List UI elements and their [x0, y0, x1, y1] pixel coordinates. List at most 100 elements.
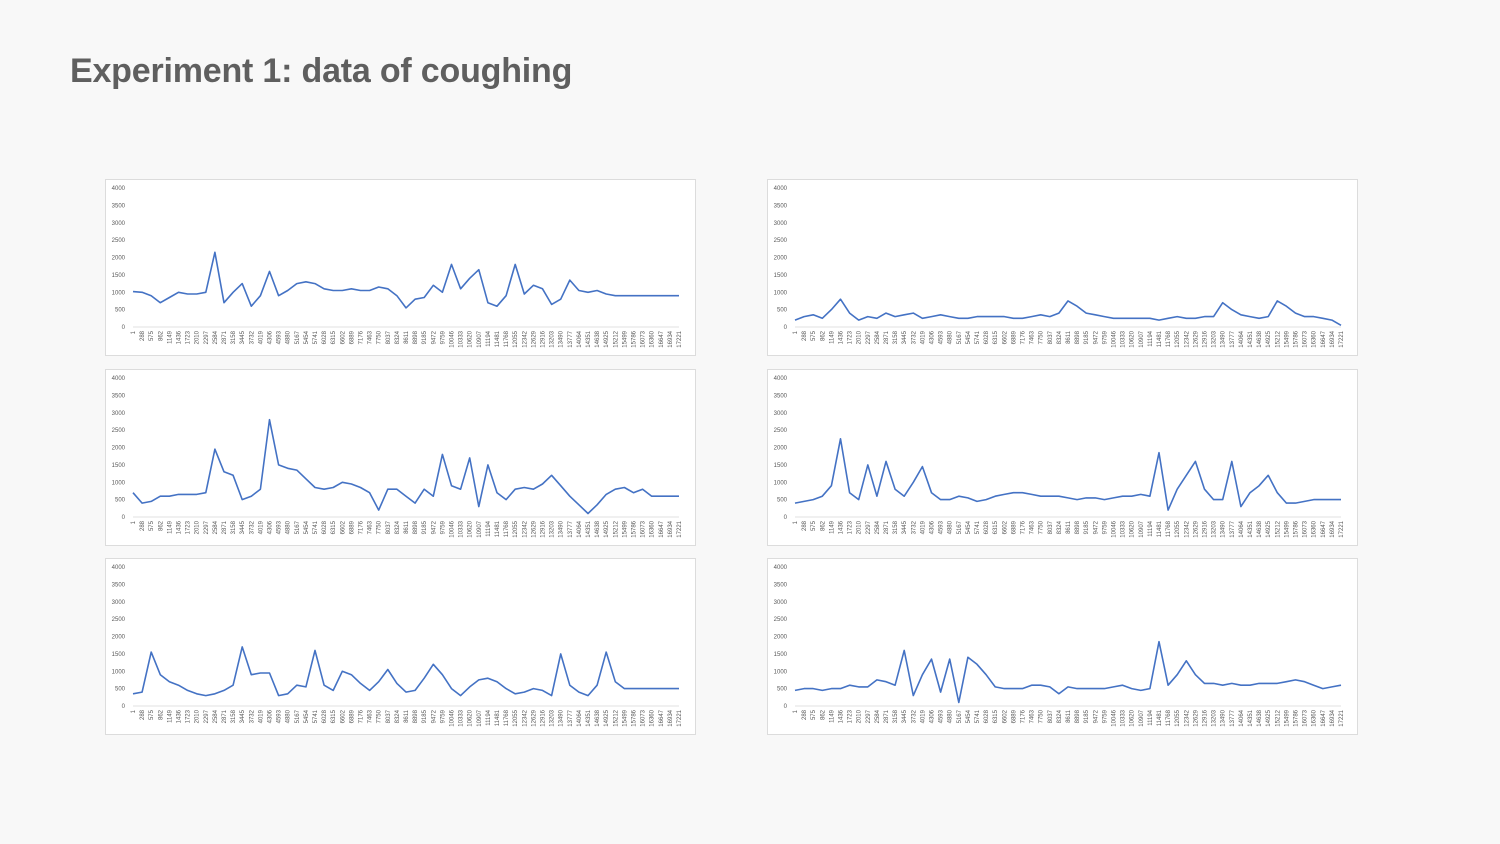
x-tick-label: 10620	[468, 709, 474, 726]
x-tick-label: 2297	[204, 709, 210, 723]
x-tick-label: 12055	[513, 330, 519, 347]
x-tick-label: 11481	[1157, 520, 1163, 537]
x-tick-label: 13203	[1212, 709, 1218, 726]
x-tick-label: 8611	[404, 520, 410, 534]
chart-panel-4: 0 500 1000 1500 2000 2500 3000 3500 4000 1 288 575 8…	[767, 369, 1358, 546]
x-tick-label: 16934	[668, 709, 674, 726]
x-tick-label: 9185	[1084, 709, 1090, 723]
series-line	[132, 646, 679, 697]
chart-panel-1: 0 500 1000 1500 2000 2500 3000 3500 4000 1 288 575 8…	[105, 179, 696, 356]
x-tick-label: 5741	[975, 520, 981, 534]
x-tick-label: 8898	[1075, 520, 1081, 534]
x-tick-label: 17221	[1339, 709, 1345, 726]
y-tick-label: 3000	[112, 411, 126, 417]
x-tick-label: 8898	[413, 330, 419, 344]
y-tick-label: 0	[122, 325, 126, 331]
x-tick-label: 6315	[993, 330, 999, 344]
x-tick-label: 8037	[386, 709, 392, 723]
x-tick-label: 288	[140, 330, 146, 341]
x-tick-label: 6028	[984, 520, 990, 534]
x-tick-label: 1	[793, 520, 799, 524]
x-tick-label: 3445	[240, 330, 246, 344]
x-tick-label: 6602	[1002, 330, 1008, 344]
x-tick-label: 3732	[249, 520, 255, 534]
y-tick-label: 0	[784, 325, 788, 331]
x-tick-label: 1436	[177, 520, 183, 534]
x-tick-label: 17221	[677, 520, 683, 537]
x-tick-label: 11768	[1166, 520, 1172, 537]
x-tick-label: 1723	[186, 709, 192, 723]
x-tick-label: 14638	[595, 709, 601, 726]
x-tick-label: 8611	[404, 709, 410, 723]
x-tick-label: 2010	[857, 330, 863, 344]
x-tick-label: 15212	[613, 520, 619, 537]
x-tick-label: 9759	[1102, 330, 1108, 344]
x-tick-label: 10333	[1121, 330, 1127, 347]
x-tick-label: 16073	[641, 330, 647, 347]
x-tick-label: 4306	[268, 330, 274, 344]
x-tick-label: 16934	[668, 520, 674, 537]
x-tick-label: 8037	[1048, 520, 1054, 534]
x-tick-label: 4880	[948, 330, 954, 344]
x-tick-label: 2010	[857, 709, 863, 723]
x-tick-label: 6315	[993, 520, 999, 534]
x-tick-label: 9759	[1102, 520, 1108, 534]
x-tick-label: 17221	[677, 709, 683, 726]
x-tick-label: 13490	[559, 520, 565, 537]
y-tick-label: 1500	[774, 273, 788, 279]
x-tick-label: 862	[158, 330, 164, 341]
x-tick-label: 6315	[993, 709, 999, 723]
series-line	[794, 438, 1341, 511]
x-tick-label: 16073	[1303, 709, 1309, 726]
x-tick-label: 4880	[286, 330, 292, 344]
x-tick-label: 7463	[1030, 709, 1036, 723]
y-tick-label: 2500	[112, 428, 126, 434]
x-tick-label: 1436	[839, 330, 845, 344]
y-tick-label: 500	[115, 498, 126, 504]
x-tick-label: 10046	[1112, 520, 1118, 537]
x-tick-label: 7176	[359, 520, 365, 534]
x-tick-label: 16647	[1321, 330, 1327, 347]
x-tick-label: 11481	[1157, 709, 1163, 726]
x-tick-label: 3732	[911, 330, 917, 344]
y-tick-label: 0	[784, 704, 788, 710]
x-tick-label: 6889	[349, 520, 355, 534]
x-tick-label: 8611	[1066, 330, 1072, 344]
x-tick-label: 14925	[1266, 520, 1272, 537]
x-tick-label: 10620	[468, 520, 474, 537]
y-tick-label: 1000	[112, 480, 126, 486]
x-tick-label: 5741	[975, 709, 981, 723]
x-tick-label: 4880	[948, 709, 954, 723]
x-tick-label: 11194	[486, 709, 492, 725]
x-tick-label: 16647	[659, 709, 665, 726]
x-tick-label: 3732	[911, 709, 917, 723]
y-tick-label: 3500	[112, 203, 126, 209]
x-tick-label: 12916	[1203, 330, 1209, 347]
x-tick-label: 2871	[884, 520, 890, 534]
x-tick-label: 6602	[340, 330, 346, 344]
x-tick-label: 1723	[186, 330, 192, 344]
y-tick-label: 2000	[774, 635, 788, 641]
x-tick-label: 2871	[222, 709, 228, 723]
x-tick-label: 4593	[277, 520, 283, 534]
x-tick-label: 11481	[495, 520, 501, 537]
y-tick-label: 500	[777, 687, 788, 693]
series-line	[794, 298, 1342, 326]
x-tick-label: 15212	[613, 330, 619, 347]
x-tick-label: 14638	[1257, 709, 1263, 726]
x-tick-label: 6602	[1002, 520, 1008, 534]
x-tick-label: 8898	[413, 520, 419, 534]
x-tick-label: 16647	[659, 520, 665, 537]
x-tick-label: 13490	[1221, 330, 1227, 347]
x-tick-label: 14638	[595, 330, 601, 347]
y-tick-label: 1000	[112, 669, 126, 675]
x-tick-label: 6889	[1011, 709, 1017, 723]
x-tick-label: 4306	[930, 520, 936, 534]
y-tick-label: 1000	[774, 290, 788, 296]
x-tick-label: 2010	[195, 520, 201, 534]
x-tick-label: 1149	[167, 709, 173, 723]
y-tick-label: 500	[777, 498, 788, 504]
x-tick-label: 12629	[531, 520, 537, 537]
